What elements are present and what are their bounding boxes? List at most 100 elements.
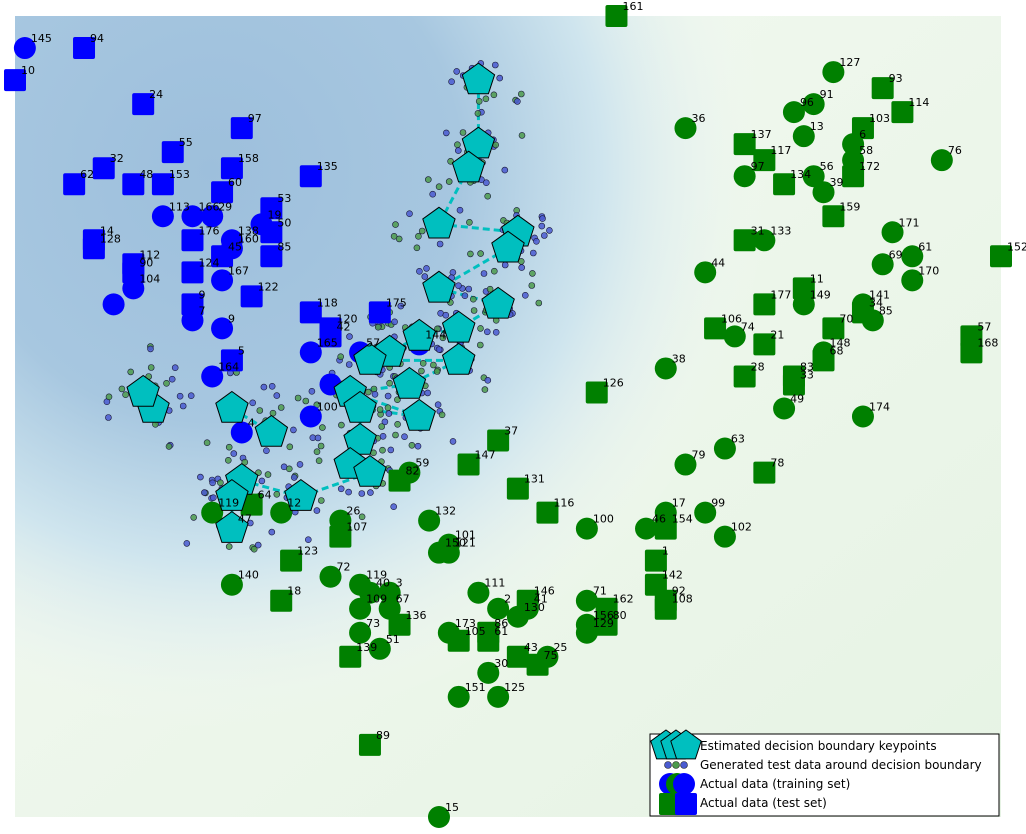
generated-test-point	[490, 91, 498, 99]
generated-test-point	[370, 385, 378, 393]
legend-label: Estimated decision boundary keypoints	[700, 739, 937, 753]
test-point-green	[822, 317, 845, 340]
test-point-blue	[4, 69, 26, 92]
point-label: 25	[553, 641, 567, 654]
point-label: 126	[603, 376, 624, 389]
point-label: 121	[455, 537, 476, 550]
generated-test-point	[302, 397, 310, 405]
point-label: 158	[238, 152, 259, 165]
point-label: 44	[711, 256, 725, 269]
training-point-green	[842, 133, 865, 156]
test-point-blue	[181, 261, 204, 284]
generated-test-point	[429, 190, 437, 198]
test-point-blue	[211, 245, 234, 268]
point-label: 107	[346, 521, 367, 534]
generated-test-point	[250, 545, 258, 553]
test-point-green	[733, 133, 756, 156]
keypoint-pentagon	[491, 230, 525, 263]
generated-test-point	[397, 302, 405, 310]
test-point-blue	[260, 197, 283, 220]
generated-test-point	[438, 411, 446, 419]
point-label: 118	[317, 296, 338, 309]
generated-test-point	[454, 147, 462, 154]
training-point-blue	[151, 205, 174, 228]
generated-test-point	[338, 421, 345, 429]
generated-test-point	[268, 382, 276, 390]
point-label: 4	[248, 417, 255, 430]
legend-item-1: Generated test data around decision boun…	[664, 758, 982, 772]
generated-test-point	[225, 443, 233, 451]
generated-test-point	[210, 494, 217, 502]
keypoint-pentagon	[392, 366, 427, 399]
training-point-green	[674, 117, 697, 140]
generated-test-point	[529, 270, 536, 277]
generated-test-point	[539, 215, 546, 222]
generated-test-point	[538, 222, 546, 230]
test-point-green	[733, 229, 756, 252]
generated-test-point	[408, 441, 416, 449]
generated-test-point	[445, 178, 453, 185]
generated-test-point	[376, 406, 384, 413]
test-point-green	[773, 173, 796, 196]
generated-test-point	[395, 235, 403, 243]
training-point-green	[723, 325, 746, 348]
generated-test-point	[474, 110, 482, 117]
test-point-green	[753, 461, 776, 484]
generated-test-point	[528, 282, 536, 289]
keypoint-pentagon	[353, 454, 387, 487]
keypoint-pentagon	[126, 374, 160, 407]
test-point-green	[753, 149, 776, 172]
training-point-green	[861, 309, 884, 332]
test-point-green	[270, 589, 293, 612]
training-point-green	[201, 501, 224, 524]
generated-test-point	[518, 264, 526, 271]
legend: Estimated decision boundary keypoints Gen…	[649, 729, 1000, 817]
test-point-green	[595, 613, 618, 636]
test-point-blue	[260, 221, 283, 244]
point-label: 7	[198, 304, 205, 317]
generated-test-point	[296, 461, 304, 468]
point-label: 125	[504, 681, 525, 694]
point-label: 104	[139, 272, 160, 285]
point-label: 138	[238, 224, 259, 237]
generated-test-point	[264, 471, 272, 478]
generated-test-point	[415, 233, 422, 240]
training-point-green	[319, 565, 342, 588]
generated-test-point	[384, 392, 392, 400]
point-label: 151	[465, 681, 486, 694]
point-label: 170	[918, 264, 939, 277]
generated-test-point	[294, 394, 302, 402]
legend-label: Generated test data around decision boun…	[700, 758, 982, 772]
point-label: 102	[731, 521, 752, 534]
generated-test-point	[290, 426, 297, 434]
point-label: 9	[228, 312, 235, 325]
generated-test-point	[481, 386, 489, 393]
keypoint-pentagon	[343, 390, 377, 423]
test-point-blue	[82, 237, 105, 260]
keypoint-pentagon	[481, 286, 515, 319]
generated-test-point	[367, 489, 374, 496]
point-label: 21	[770, 328, 784, 341]
test-point-blue	[299, 165, 322, 188]
generated-test-point	[483, 328, 491, 336]
generated-test-point	[391, 318, 398, 326]
training-point-green	[447, 685, 470, 708]
test-point-blue	[73, 37, 96, 60]
training-point-green	[506, 605, 529, 628]
test-point-green	[704, 317, 727, 340]
test-point-green	[871, 77, 894, 100]
generated-test-point	[424, 176, 432, 183]
keypoint-pentagon	[422, 270, 456, 303]
generated-test-point	[317, 442, 325, 450]
point-label: 116	[553, 497, 574, 510]
test-point-blue	[319, 325, 342, 348]
point-label: 131	[524, 473, 545, 486]
point-label: 139	[356, 641, 377, 654]
generated-test-point	[454, 141, 461, 148]
training-point-blue	[299, 405, 322, 428]
training-point-green	[427, 806, 450, 828]
point-label: 74	[741, 320, 755, 333]
generated-test-point	[308, 387, 316, 395]
point-label: 79	[691, 449, 705, 462]
test-point-blue	[132, 93, 155, 116]
